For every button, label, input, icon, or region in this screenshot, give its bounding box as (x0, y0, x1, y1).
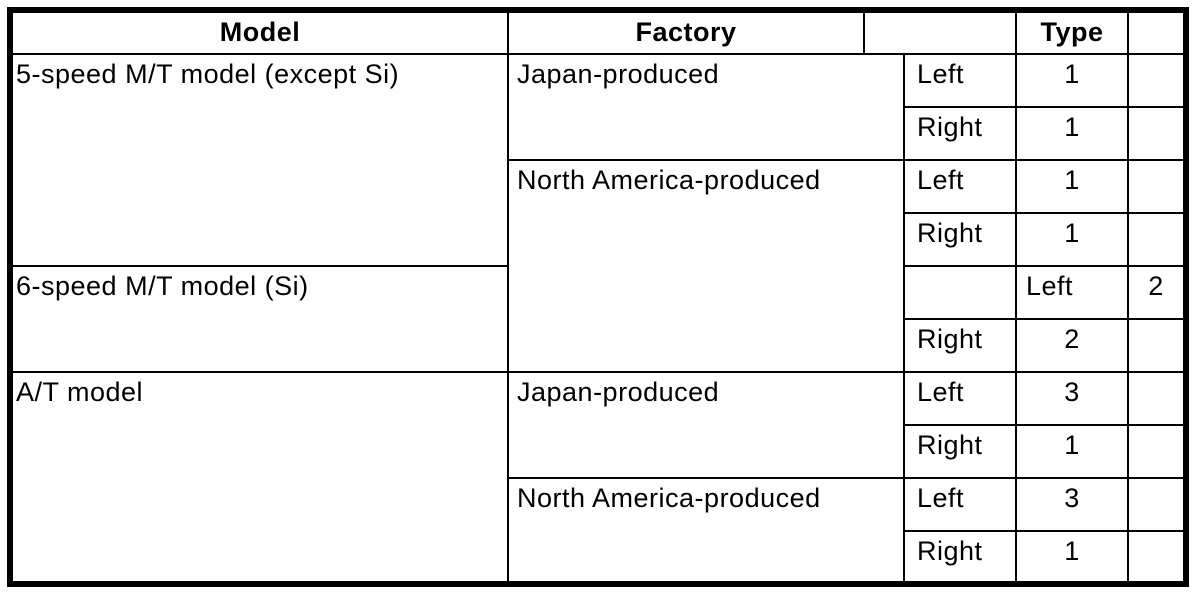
factory-cell-north-america-1: North America-produced (507, 159, 905, 373)
table-row: Right 1 (10, 530, 1187, 585)
side-cell: Left (903, 477, 1017, 532)
table-row: North America-produced Left 3 (10, 477, 1187, 585)
side-cell: Right (903, 318, 1017, 373)
extra-cell (1127, 53, 1187, 108)
extra-cell (1127, 318, 1187, 373)
table-row: 5-speed M/T model (except Si) Japan-prod… (9, 53, 1187, 267)
extra-cell (1127, 530, 1187, 585)
table-row: 6-speed M/T model (Si) Left 2 (9, 265, 1187, 373)
header-type: Type (1015, 9, 1129, 55)
header-factory: Factory (507, 9, 865, 55)
extra-cell: 2 (1127, 265, 1187, 320)
side-cell: Left (903, 159, 1017, 214)
type-cell: 1 (1015, 212, 1129, 267)
type-cell: 3 (1015, 371, 1129, 426)
extra-cell (1127, 424, 1187, 479)
extra-cell (1127, 477, 1187, 532)
type-cell: 1 (1015, 424, 1129, 479)
table-row: North America-produced Left 1 (10, 159, 1187, 373)
model-cell-6speed: 6-speed M/T model (Si) (9, 265, 509, 373)
table-row: Right 1 (10, 106, 1187, 161)
side-cell: Right (903, 212, 1017, 267)
table-row: Right 1 (10, 212, 1187, 267)
header-side-blank (863, 9, 1017, 55)
factory-cell-japan-2: Japan-produced (507, 371, 905, 479)
side-cell: Right (903, 530, 1017, 585)
model-cell-5speed: 5-speed M/T model (except Si) (9, 53, 509, 267)
side-cell (903, 265, 1017, 320)
model-cell-at: A/T model (9, 371, 509, 585)
side-cell: Right (903, 424, 1017, 479)
table-row: Right 2 (10, 318, 1187, 373)
side-cell: Right (903, 106, 1017, 161)
table-row: A/T model Japan-produced Left 3 (9, 371, 1187, 585)
header-extra-blank (1127, 9, 1187, 55)
type-cell: 1 (1015, 159, 1129, 214)
type-cell: 1 (1015, 53, 1129, 108)
extra-cell (1127, 106, 1187, 161)
type-cell: 1 (1015, 530, 1129, 585)
extra-cell (1127, 371, 1187, 426)
type-cell: 3 (1015, 477, 1129, 532)
type-cell: 2 (1015, 318, 1129, 373)
side-cell: Left (903, 371, 1017, 426)
type-cell: 1 (1015, 106, 1129, 161)
table-row: Right 1 (10, 424, 1187, 479)
extra-cell (1127, 159, 1187, 214)
header-row: Model Factory Type (9, 9, 1187, 55)
factory-cell-north-america-2: North America-produced (507, 477, 905, 585)
header-model: Model (9, 9, 509, 55)
transmission-type-table: Model Factory Type 5-speed M/T model (ex… (7, 7, 1189, 587)
factory-cell-japan-1: Japan-produced (507, 53, 905, 161)
side-cell: Left (903, 53, 1017, 108)
type-cell: Left (1015, 265, 1129, 320)
extra-cell (1127, 212, 1187, 267)
